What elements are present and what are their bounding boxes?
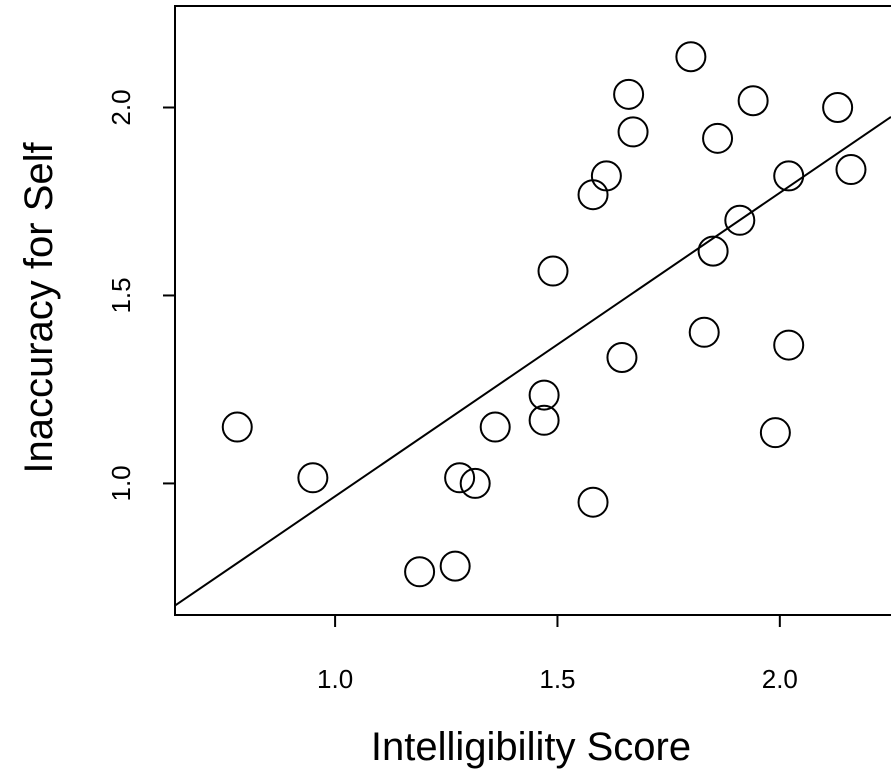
data-point: [702, 122, 734, 154]
data-point: [724, 204, 756, 236]
data-point: [759, 417, 791, 449]
data-point: [404, 556, 436, 588]
data-point: [822, 92, 854, 123]
data-point: [835, 154, 867, 186]
data-point: [221, 411, 253, 443]
data-point: [577, 486, 609, 518]
data-point: [697, 235, 729, 267]
data-point: [590, 160, 622, 192]
data-point: [528, 404, 560, 436]
x-axis: 1.0 1.5 2.0: [317, 615, 798, 694]
data-point: [675, 41, 707, 73]
data-point: [439, 550, 471, 582]
y-axis-label: Inaccuracy for Self: [17, 141, 61, 473]
data-point: [617, 116, 649, 148]
data-point: [773, 160, 805, 192]
y-tick-label: 1.5: [106, 277, 136, 313]
fit-line-group: [174, 116, 891, 607]
x-tick-label: 2.0: [762, 664, 798, 694]
data-point: [688, 316, 720, 348]
data-point: [297, 462, 329, 494]
data-point: [528, 379, 560, 411]
data-point: [537, 255, 569, 287]
data-point: [444, 462, 476, 494]
y-tick-label: 1.0: [106, 465, 136, 501]
y-axis: 1.0 1.5 2.0: [106, 89, 175, 502]
x-tick-label: 1.5: [539, 664, 575, 694]
data-point: [479, 411, 511, 443]
data-point: [737, 85, 769, 117]
data-point: [459, 467, 491, 499]
plot-frame: [174, 5, 891, 616]
x-axis-label: Intelligibility Score: [371, 725, 691, 769]
data-point: [577, 179, 609, 211]
data-point: [606, 341, 638, 373]
fit-line: [174, 116, 891, 607]
y-tick-label: 2.0: [106, 89, 136, 125]
data-point: [773, 329, 805, 361]
plot-area: 1.0 1.5 2.0 1.0 1.5 2.0: [106, 5, 891, 694]
points-group: [221, 41, 867, 588]
x-tick-label: 1.0: [317, 664, 353, 694]
data-point: [613, 78, 645, 110]
